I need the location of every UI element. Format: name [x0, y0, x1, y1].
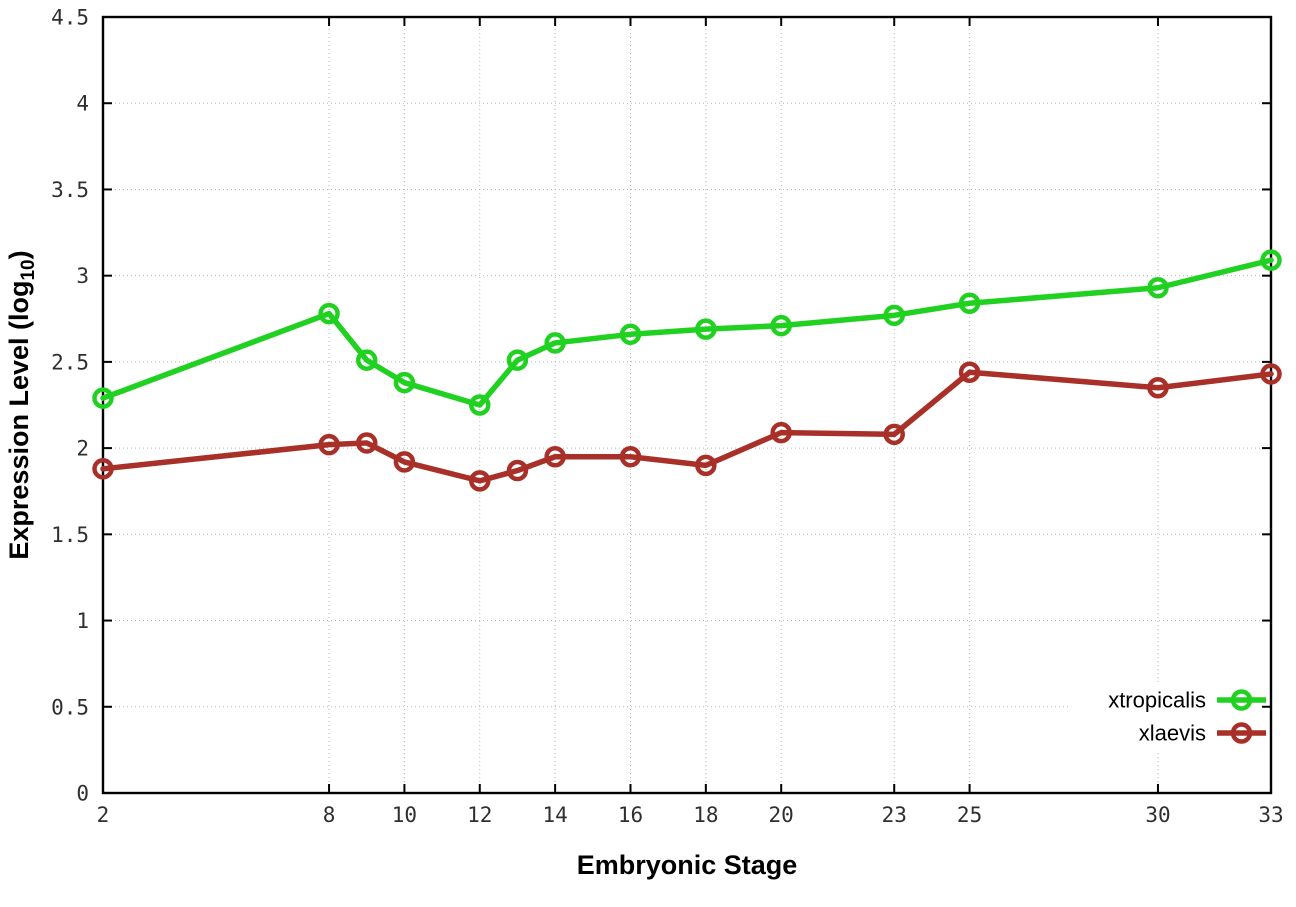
x-tick-label: 14 — [542, 803, 567, 827]
legend-label-xlaevis: xlaevis — [1139, 721, 1206, 746]
legend-entry-xlaevis: xlaevis — [1139, 721, 1266, 746]
y-tick-label: 3.5 — [51, 178, 89, 202]
data-point-marker-xtropicalis — [355, 349, 378, 371]
x-tick-label: 12 — [467, 803, 492, 827]
y-tick-label: 2 — [76, 437, 89, 461]
data-point-marker-xlaevis — [619, 445, 642, 468]
data-point-marker-xtropicalis — [958, 292, 981, 315]
data-point-marker-xtropicalis — [1260, 249, 1282, 271]
y-tick-label: 4.5 — [51, 6, 89, 30]
data-point-marker-xlaevis — [958, 361, 981, 383]
legend-sample-marker-xlaevis — [1230, 722, 1253, 744]
x-tick-label: 16 — [618, 803, 643, 827]
y-tick-label: 4 — [76, 92, 89, 116]
data-point-marker-xtropicalis — [469, 394, 491, 416]
x-tick-label: 20 — [769, 803, 794, 827]
legend-sample-marker-xtropicalis — [1230, 689, 1253, 711]
x-tick-label: 18 — [693, 803, 718, 827]
y-tick-label: 1.5 — [51, 523, 89, 547]
data-point-marker-xlaevis — [1260, 363, 1282, 385]
y-tick-label: 3 — [76, 264, 89, 288]
data-point-marker-xlaevis — [1147, 377, 1169, 399]
x-tick-label: 30 — [1145, 803, 1170, 827]
x-tick-label: 23 — [882, 803, 907, 827]
data-point-marker-xlaevis — [469, 470, 491, 492]
y-tick-label: 2.5 — [51, 350, 89, 374]
data-point-marker-xtropicalis — [1147, 276, 1169, 299]
data-point-marker-xtropicalis — [393, 371, 416, 394]
data-point-marker-xtropicalis — [318, 302, 340, 325]
legend-entry-xtropicalis: xtropicalis — [1108, 688, 1266, 713]
x-tick-label: 25 — [957, 803, 982, 827]
y-tick-label: 1 — [76, 609, 89, 633]
x-tick-label: 2 — [97, 803, 110, 827]
data-point-marker-xtropicalis — [883, 304, 905, 327]
data-point-marker-xtropicalis — [695, 318, 717, 340]
x-tick-label: 8 — [323, 803, 336, 827]
x-axis-title: Embryonic Stage — [577, 850, 798, 880]
data-point-marker-xtropicalis — [506, 349, 529, 371]
data-point-marker-xlaevis — [506, 459, 529, 482]
data-point-marker-xtropicalis — [92, 387, 114, 409]
data-point-marker-xlaevis — [355, 432, 378, 454]
data-point-marker-xlaevis — [883, 423, 905, 446]
data-point-marker-xlaevis — [770, 421, 792, 444]
data-point-marker-xlaevis — [92, 458, 114, 480]
legend-label-xtropicalis: xtropicalis — [1108, 688, 1206, 713]
x-tick-label: 10 — [392, 803, 417, 827]
y-tick-label: 0.5 — [51, 695, 89, 719]
data-point-marker-xlaevis — [393, 451, 416, 473]
x-tick-label: 33 — [1258, 803, 1283, 827]
data-point-marker-xlaevis — [695, 454, 717, 477]
data-point-marker-xtropicalis — [770, 314, 792, 337]
y-tick-label: 0 — [76, 782, 89, 806]
data-point-marker-xlaevis — [318, 433, 340, 456]
data-point-marker-xlaevis — [544, 445, 566, 468]
data-point-marker-xtropicalis — [544, 332, 566, 354]
data-point-marker-xtropicalis — [619, 323, 642, 346]
y-axis-title: Expression Level (log10) — [4, 250, 39, 559]
